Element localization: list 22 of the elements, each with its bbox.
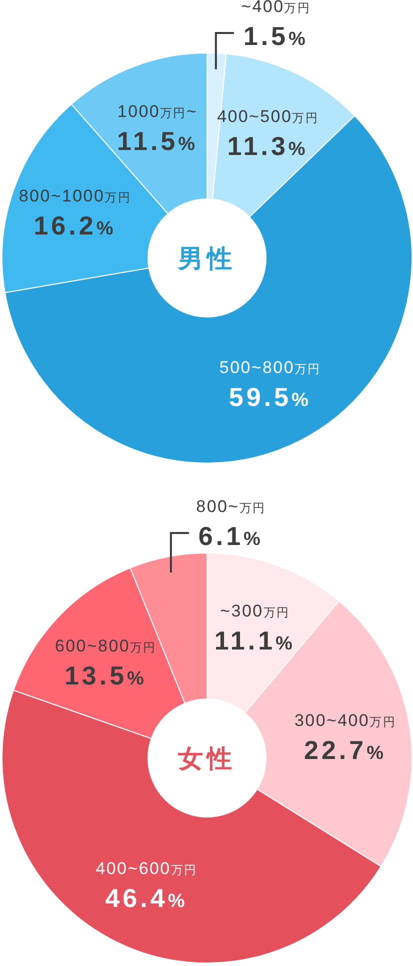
slice-label: 800~1000万円 [18, 186, 132, 206]
slice-label: 1000万円~ [117, 102, 198, 122]
data-label: 59.5% [228, 382, 312, 412]
data-label: 13.5% [64, 660, 147, 690]
slice-label: 500~800万円 [219, 358, 321, 377]
data-label: 22.7% [304, 735, 387, 766]
text: 女性 [177, 745, 236, 773]
slice-label: 800~万円 [196, 497, 266, 516]
slice-label: ~300万円 [220, 601, 290, 620]
slice-label: 400~500万円 [217, 106, 319, 126]
text: 男性 [177, 245, 236, 273]
data-label: 11.3% [227, 130, 308, 161]
slice-label: 400~600万円 [96, 859, 198, 878]
data-label: 6.1% [198, 521, 264, 551]
slice-label: ~400万円 [241, 0, 311, 16]
data-label: 11.1% [214, 625, 296, 656]
data-label: 1.5% [243, 21, 308, 51]
data-label: 11.5% [116, 126, 198, 156]
data-label: 46.4% [105, 883, 188, 914]
data-label: 16.2% [34, 210, 116, 240]
slice-label: 600~800万円 [54, 636, 156, 656]
slice-label: 300~400万円 [294, 711, 396, 730]
